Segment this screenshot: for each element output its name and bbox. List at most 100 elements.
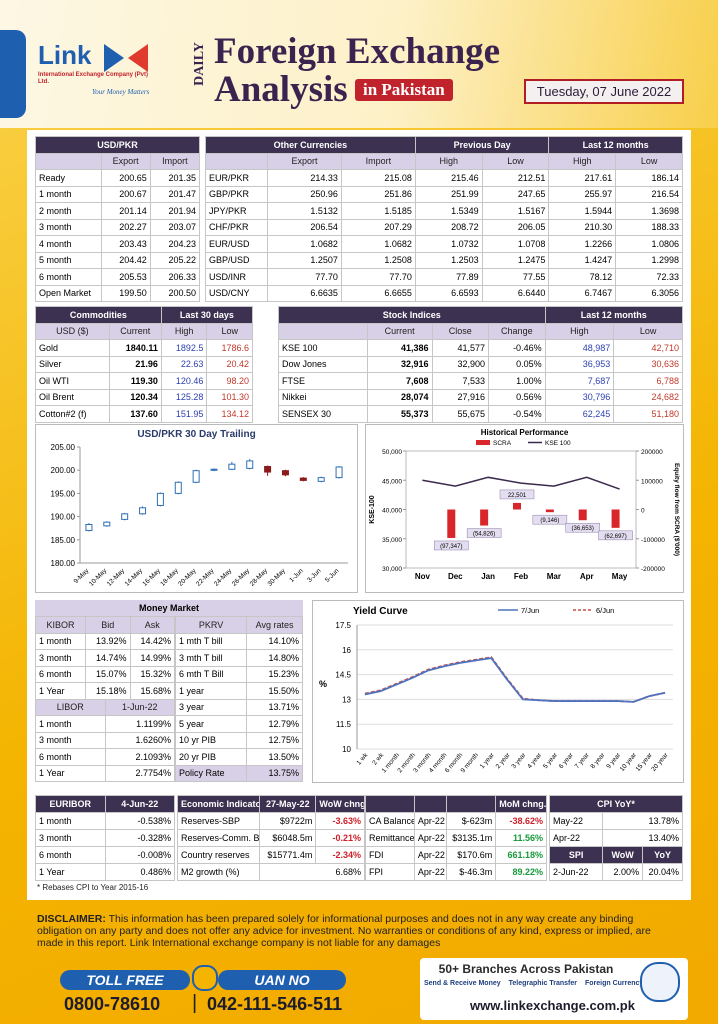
cell: 41,577	[431, 339, 490, 357]
legend-label: 7/Jun	[521, 606, 539, 615]
table-grid: Stock Indices Last 12 months Current Close C…	[278, 306, 684, 423]
x-tick-label: 7 year	[574, 751, 592, 770]
cell: 14.99%	[129, 649, 175, 667]
header-cell: MoM chng.%	[495, 795, 547, 813]
header-cell: LIBOR	[35, 698, 106, 716]
chart-title: Yield Curve	[353, 606, 408, 617]
chart-title: USD/PKR 30 Day Trailing	[137, 429, 255, 440]
toll-free-number: 0800-78610	[64, 994, 161, 1014]
cell: 250.96	[267, 185, 342, 203]
cell: 1 Year	[34, 682, 87, 700]
separator: |	[192, 992, 198, 1014]
cell: 21.96	[108, 355, 162, 373]
cell: 13.50%	[246, 748, 303, 766]
x-tick-label: Dec	[448, 572, 463, 581]
row: 1 month 13.92% 14.42%	[34, 632, 175, 650]
cell: Policy Rate	[174, 764, 248, 782]
yield-chart: Yield Curve 10 11.5 13 14.5 16 17.5% 1 wk 2 wk 1 …	[312, 600, 684, 783]
header-cell: PKRV	[174, 616, 248, 634]
row: EUR/USD 1.0682 1.0682 1.0732 1.0708 1.2266 1.0…	[205, 235, 683, 253]
header-cell: Last 30 days	[160, 306, 254, 324]
row: Policy Rate 13.75%	[174, 764, 303, 782]
row: 5 month 204.42 205.22	[35, 251, 201, 269]
x-tick-label: 20 year	[650, 751, 670, 773]
phone-icon	[192, 965, 218, 991]
cell: 3 month	[34, 649, 87, 667]
cell: 201.35	[149, 169, 201, 187]
cell: 14.10%	[246, 632, 303, 650]
cell: 5 year	[174, 715, 248, 733]
cell: 1 year	[174, 682, 248, 700]
cell: 201.14	[100, 202, 151, 220]
subtitle: in Pakistan	[355, 79, 453, 101]
cell: 2.7754%	[104, 764, 175, 782]
cell: 14.80%	[246, 649, 303, 667]
x-tick-label: 10-May	[88, 567, 109, 588]
cell: 15.68%	[129, 682, 175, 700]
label-box	[565, 522, 600, 533]
header-cell: Low	[615, 152, 683, 170]
x-tick-label: Apr	[580, 572, 594, 581]
cell: 1.6260%	[104, 731, 175, 749]
header-cell: Commodities	[35, 306, 162, 324]
candle-body	[264, 465, 272, 473]
cell: 89.22%	[495, 863, 547, 881]
header-cell: Export	[100, 152, 151, 170]
cell: 1.2998	[615, 251, 683, 269]
table: MoM chng.%CA BalanceApr-22$-623m-38.62%R…	[365, 795, 547, 881]
table: EURIBOR 4-Jun-22 1 month -0.538% 3 month -0.3…	[35, 795, 175, 881]
header-cell: High	[548, 152, 617, 170]
header-cell: Last 12 months	[548, 136, 683, 154]
logo-mark	[104, 44, 148, 72]
cell: 186.14	[615, 169, 683, 187]
y2-tick-label: 200000	[641, 449, 663, 456]
bar	[611, 509, 620, 528]
y-tick-label: 35,000	[382, 537, 402, 544]
cell: 101.30	[206, 388, 253, 406]
candlestick-chart: USD/PKR 30 Day Trailing 180.00 185.00 190.0…	[35, 424, 358, 593]
header-row: Current Close Change High Low	[278, 322, 683, 340]
cell: 203.43	[100, 235, 151, 253]
cell: 1.0732	[414, 235, 483, 253]
cell: Open Market	[35, 284, 102, 302]
cell: 1 month	[35, 812, 106, 830]
cell: 206.05	[481, 218, 550, 236]
cell: 28,074	[366, 388, 433, 406]
cell: 134.12	[206, 405, 253, 423]
cell: Cotton#2 (f)	[35, 405, 110, 423]
cell: 1 month	[35, 185, 102, 203]
x-tick-label: 3-Jun	[306, 567, 323, 584]
cell: 204.23	[149, 235, 201, 253]
header-cell: USD/PKR	[35, 136, 200, 154]
cell: EUR/USD	[205, 235, 268, 253]
header-row: KIBOR Bid Ask	[34, 616, 175, 634]
cell: 12.75%	[246, 731, 303, 749]
label-box	[499, 489, 535, 500]
cell: Reserves-SBP	[176, 812, 261, 830]
service: Foreign Currency Exchange	[584, 980, 679, 987]
cell: 251.99	[414, 185, 483, 203]
row: Oil WTI 119.30 120.46 98.20	[35, 372, 253, 390]
candle-body	[103, 521, 111, 527]
table: USD/PKR Export Import Ready 200.65 201.35 1 mo…	[35, 136, 201, 302]
x-tick-label: Jan	[481, 572, 495, 581]
table-grid: SPI WoW YoY 2-Jun-22 2.00% 20.04%	[548, 846, 683, 881]
cell: 6.7467	[548, 284, 617, 302]
daily-label: DAILY	[191, 42, 207, 86]
y-tick-label: 16	[342, 646, 351, 655]
cell: 1.5185	[340, 202, 416, 220]
cell: Remittances	[365, 829, 415, 847]
cell: -0.54%	[488, 405, 546, 423]
cell: 0.56%	[488, 388, 546, 406]
table: Other Currencies Previous Day Last 12 mont…	[205, 136, 683, 302]
cell: Reserves-Comm. Banks	[176, 829, 261, 847]
line	[364, 657, 666, 703]
table-grid: KIBOR Bid Ask 1 month 13.92% 14.42% 3 month 14.…	[34, 616, 175, 700]
cell: SENSEX 30	[278, 405, 368, 423]
y-tick-label: 11.5	[336, 720, 352, 729]
row: Ready 200.65 201.35	[35, 169, 201, 187]
cell: CA Balance	[365, 812, 415, 830]
service: Telegraphic Transfer	[508, 980, 577, 987]
cell: 247.65	[481, 185, 550, 203]
